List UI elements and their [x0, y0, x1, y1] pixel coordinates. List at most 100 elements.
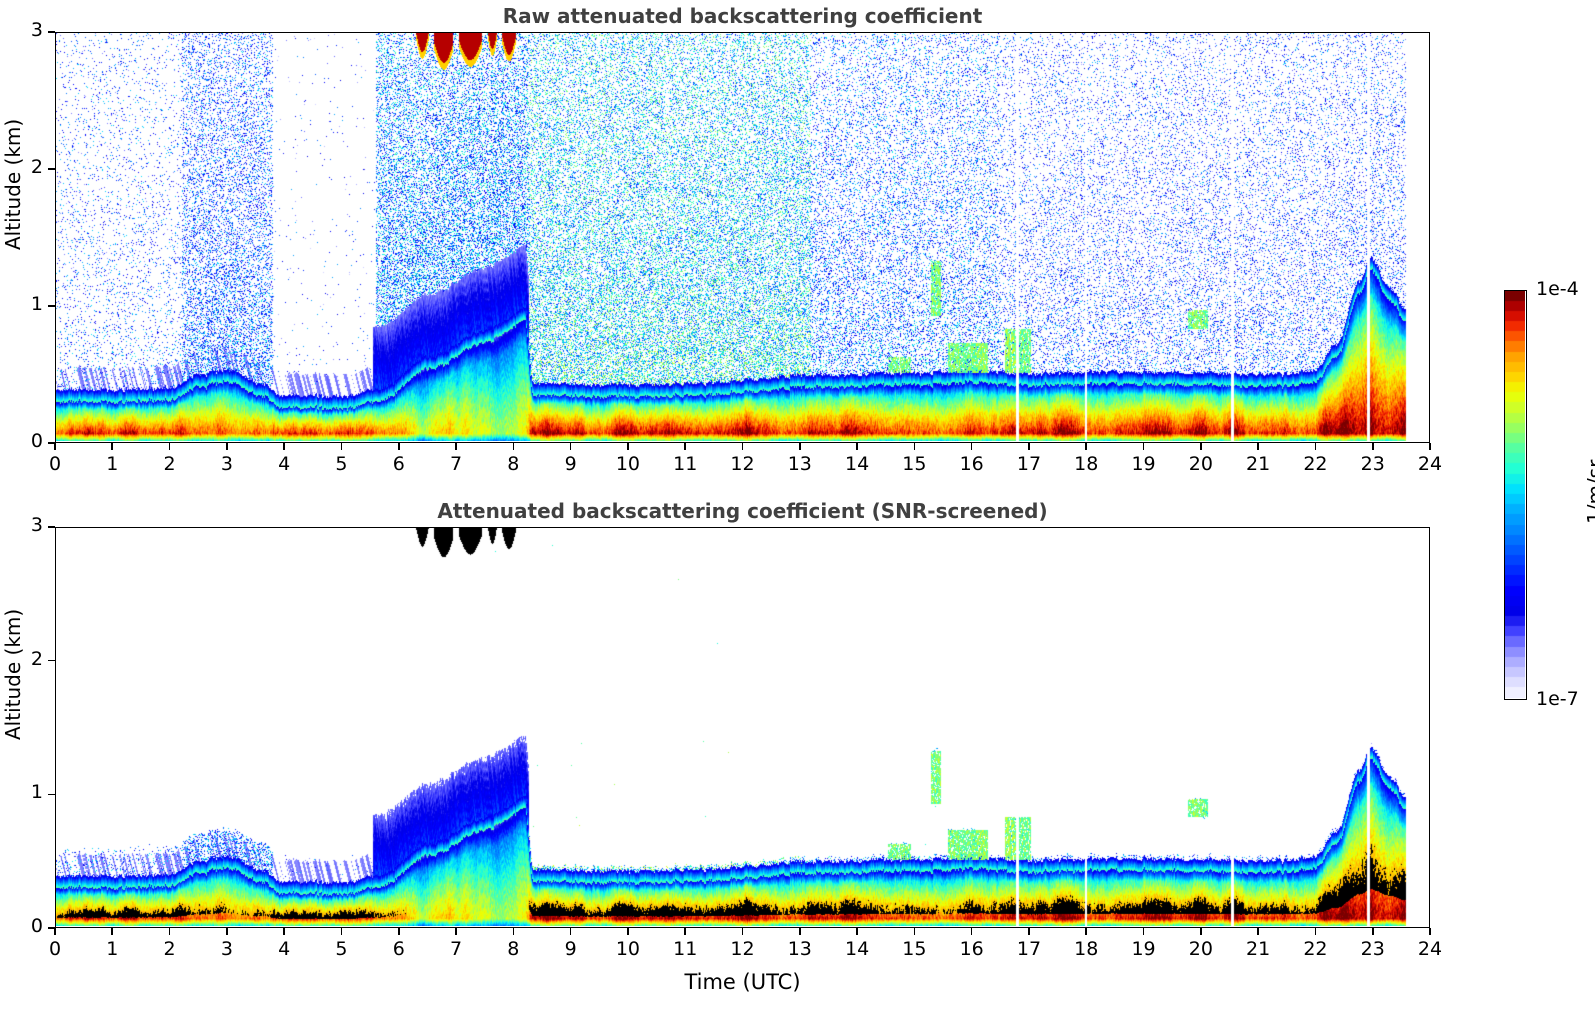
x-tickmark [340, 443, 343, 450]
x-tickmark [798, 443, 801, 450]
x-tickmark [1257, 928, 1259, 935]
x-tickmark [741, 928, 744, 935]
x-tick-label: 12 [730, 938, 755, 960]
y-tick-label: 3 [30, 19, 43, 41]
panel-title-screened: Attenuated backscattering coefficient (S… [437, 499, 1048, 523]
x-tick-label: 20 [1188, 938, 1213, 960]
x-tick-label: 11 [673, 453, 698, 475]
x-tick-label: 8 [507, 938, 520, 960]
x-tickmark [1257, 443, 1259, 450]
x-tickmark [798, 928, 801, 935]
y-tick-label: 2 [30, 156, 43, 178]
x-tickmark [1371, 928, 1374, 935]
x-tick-label: 10 [615, 938, 640, 960]
x-tick-label: 8 [507, 453, 520, 475]
y-tickmark [48, 526, 55, 528]
x-tick-label: 4 [278, 938, 291, 960]
heatmap-screened [56, 528, 1428, 926]
x-tick-label: 13 [787, 938, 812, 960]
x-tick-label: 2 [163, 453, 176, 475]
x-tickmark [455, 443, 457, 450]
x-tick-label: 2 [163, 938, 176, 960]
y-tick-label: 1 [30, 293, 43, 315]
x-tick-label: 4 [278, 453, 291, 475]
x-tick-label: 19 [1131, 453, 1156, 475]
axes-screened [55, 527, 1430, 928]
colorbar-gradient [1505, 291, 1525, 698]
x-tick-label: 5 [335, 938, 348, 960]
x-tickmark [397, 443, 400, 450]
x-tickmark [741, 443, 744, 450]
x-tickmark [1200, 928, 1202, 935]
x-tick-label: 9 [564, 938, 577, 960]
x-tickmark [684, 928, 686, 935]
colorbar [1504, 290, 1527, 700]
x-tickmark [283, 443, 285, 450]
x-tick-label: 3 [220, 453, 233, 475]
axes-raw [55, 32, 1430, 443]
x-tickmark [1028, 443, 1030, 450]
x-tick-label: 16 [959, 938, 984, 960]
x-tickmark [1314, 928, 1317, 935]
x-tick-label: 23 [1360, 453, 1385, 475]
x-tick-label: 1 [106, 938, 119, 960]
x-tick-label: 24 [1417, 938, 1443, 960]
x-tick-label: 12 [730, 453, 755, 475]
x-axis-label: Time (UTC) [684, 970, 801, 994]
x-tickmark [970, 443, 973, 450]
x-tick-label: 7 [449, 453, 463, 475]
x-tick-label: 21 [1246, 938, 1271, 960]
x-tickmark [512, 928, 515, 935]
y-axis-label-raw: Altitude (km) [1, 118, 25, 250]
x-tickmark [397, 928, 400, 935]
x-tick-label: 0 [48, 453, 62, 475]
x-tickmark [1314, 443, 1317, 450]
x-tick-label: 10 [615, 453, 640, 475]
x-tick-label: 6 [392, 453, 405, 475]
colorbar-unit-label: 1/m/sr [1583, 459, 1595, 524]
x-tick-label: 5 [335, 453, 348, 475]
x-tickmark [970, 928, 973, 935]
x-tickmark [627, 443, 629, 450]
x-tick-label: 18 [1074, 938, 1099, 960]
x-tickmark [455, 928, 457, 935]
x-tickmark [913, 443, 916, 450]
x-tickmark [913, 928, 916, 935]
y-tickmark [48, 31, 55, 33]
x-tickmark [226, 443, 228, 450]
x-tick-label: 24 [1417, 453, 1443, 475]
x-tick-label: 18 [1074, 453, 1099, 475]
y-tick-label: 0 [30, 915, 43, 937]
y-tickmark [48, 927, 55, 929]
x-tickmark [569, 928, 572, 935]
y-tick-label: 1 [30, 781, 43, 804]
x-tick-label: 22 [1303, 453, 1328, 475]
x-tickmark [1371, 443, 1374, 450]
y-tick-label: 3 [30, 514, 43, 536]
x-tick-label: 1 [106, 453, 119, 475]
y-tick-label: 0 [30, 430, 43, 452]
x-tickmark [283, 928, 285, 935]
x-tickmark [111, 928, 114, 935]
x-tickmark [512, 443, 515, 450]
y-tickmark [48, 442, 55, 444]
x-tickmark [111, 443, 114, 450]
panel-title-raw: Raw attenuated backscattering coefficien… [502, 4, 983, 28]
x-tickmark [856, 928, 858, 935]
x-tickmark [1142, 928, 1145, 935]
y-tickmark [48, 168, 55, 170]
x-tickmark [1085, 443, 1088, 450]
y-tick-label: 2 [30, 647, 43, 670]
x-tickmark [627, 928, 629, 935]
heatmap-raw [56, 33, 1428, 441]
x-tick-label: 17 [1016, 453, 1042, 475]
x-tick-label: 15 [902, 938, 927, 960]
x-tickmark [340, 928, 343, 935]
x-tick-label: 14 [844, 453, 870, 475]
colorbar-min-label: 1e-7 [1536, 688, 1579, 710]
x-tick-label: 9 [564, 453, 577, 475]
x-tick-label: 21 [1246, 453, 1271, 475]
x-tick-label: 6 [392, 938, 405, 960]
x-tickmark [168, 928, 171, 935]
